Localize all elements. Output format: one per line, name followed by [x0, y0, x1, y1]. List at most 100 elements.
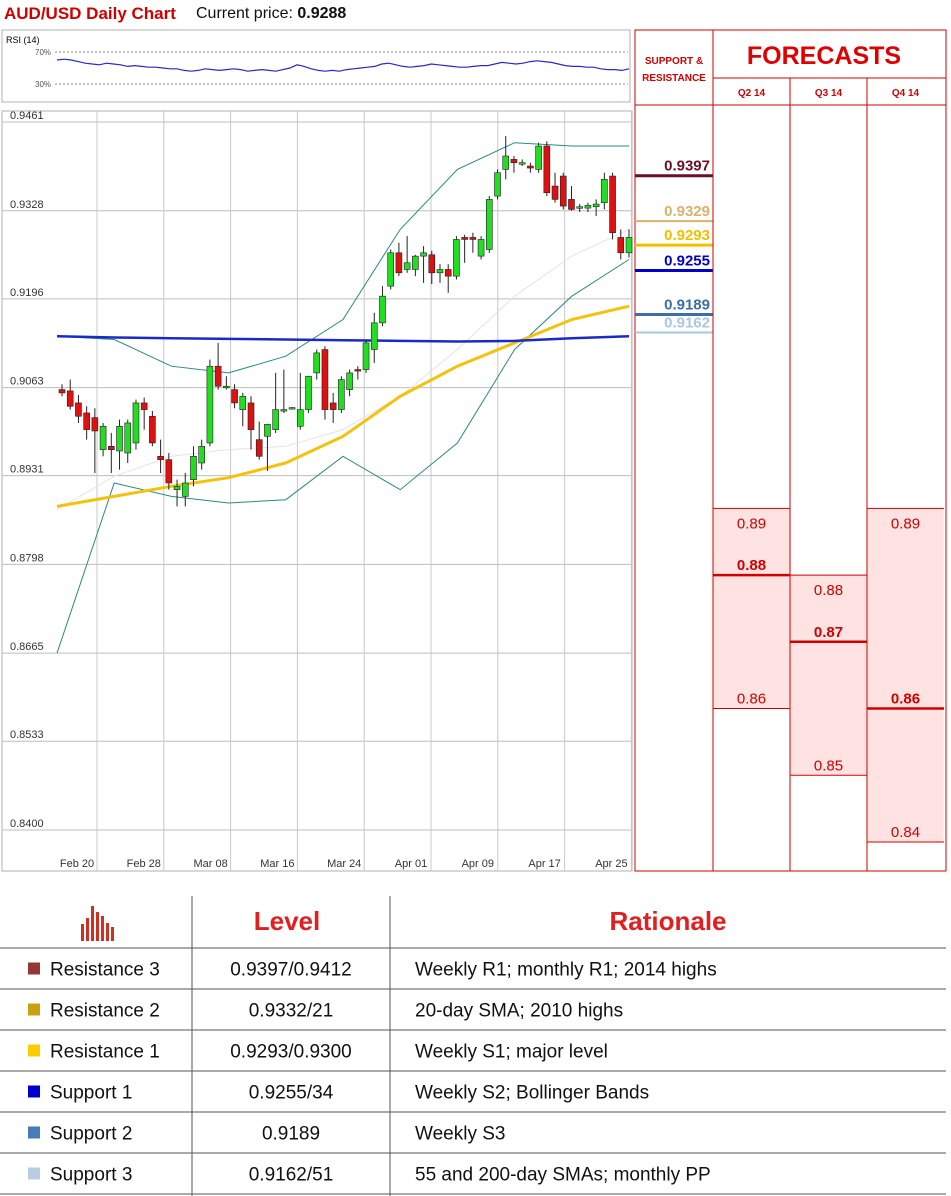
level-rationale: 20-day SMA; 2010 highs	[415, 1001, 623, 1022]
sma-gray-line	[56, 228, 630, 511]
bar-icon-2	[86, 918, 89, 941]
level-value: 0.9293/0.9300	[230, 1042, 352, 1063]
forecast-high-value: 0.88	[814, 582, 843, 599]
candle-body	[149, 415, 156, 444]
level-name: Resistance 3	[50, 960, 160, 981]
forecast-range-band	[790, 575, 867, 776]
table-header-icon	[81, 906, 114, 941]
sr-level-value: 0.9397	[664, 158, 710, 175]
forecast-mid-value: 0.88	[737, 557, 766, 574]
level-name: Resistance 2	[50, 1001, 160, 1022]
candle-body	[609, 175, 616, 234]
y-tick-label: 0.9196	[10, 287, 44, 299]
y-tick-label: 0.8798	[10, 552, 44, 564]
y-axis-labels: 0.9461 0.9328 0.9196 0.9063 0.8931 0.8798 0.86…	[10, 110, 44, 830]
candle-body	[420, 252, 427, 257]
level-rationale: Weekly S3	[415, 1124, 505, 1145]
candle-body	[379, 295, 386, 324]
x-tick-label: Feb 28	[127, 858, 161, 870]
candle-body	[453, 239, 460, 277]
forecast-range-band	[713, 508, 790, 709]
candle-body	[99, 425, 107, 450]
candle-body	[206, 365, 214, 444]
candle-body	[140, 402, 148, 410]
x-tick-label: Mar 08	[193, 858, 227, 870]
rsi-panel: RSI (14) 70% 30%	[1, 29, 631, 103]
chart-title: AUD/USD Daily Chart	[4, 4, 176, 23]
current-price-label: Current price:	[196, 5, 293, 22]
sr-level-value: 0.9293	[664, 227, 710, 244]
sr-frame	[634, 29, 714, 872]
sr-level-value: 0.9162	[664, 315, 710, 332]
sr-title-line2: RESISTANCE	[642, 73, 706, 84]
candle-body	[280, 409, 288, 412]
rsi-label: RSI (14)	[6, 35, 40, 45]
candle-body	[198, 446, 205, 464]
level-name: Support 2	[50, 1124, 132, 1145]
candle-body	[494, 172, 501, 197]
candle-body	[66, 390, 74, 407]
x-tick-label: Mar 16	[260, 858, 294, 870]
y-tick-label: 0.8665	[10, 641, 44, 653]
rsi-frame	[1, 29, 631, 103]
sma-blue-line	[56, 334, 630, 343]
y-tick-label: 0.8533	[10, 729, 44, 741]
candle-body	[502, 155, 510, 170]
bar-icon-6	[106, 923, 109, 941]
candle-body	[297, 409, 304, 427]
candle-body	[321, 349, 329, 410]
candle-body	[116, 425, 123, 452]
vertical-grid	[96, 111, 632, 871]
sma-yellow-line	[56, 304, 630, 508]
sr-level-value: 0.9329	[664, 203, 710, 220]
horizontal-grid	[2, 121, 632, 831]
rsi-70-label: 70%	[35, 48, 51, 57]
candle-body	[625, 237, 633, 254]
forecast-range-band	[867, 508, 944, 842]
sr-title-line1: SUPPORT &	[645, 56, 703, 67]
current-price: Current price: 0.9288	[196, 5, 346, 23]
rsi-30-label: 30%	[35, 80, 51, 89]
candle-body	[412, 255, 419, 270]
candle-body	[255, 439, 263, 457]
x-tick-label: Apr 25	[595, 858, 627, 870]
bollinger-lower-line	[56, 259, 630, 654]
y-tick-label: 0.9063	[10, 376, 44, 388]
x-axis-labels: Feb 20 Feb 28 Mar 08 Mar 16 Mar 24 Apr 01 Apr …	[60, 858, 628, 870]
candle-body	[313, 352, 321, 374]
level-color-swatch	[28, 1085, 40, 1098]
candle-body	[543, 145, 551, 194]
forecast-low-value: 0.84	[891, 824, 920, 841]
candle-body	[108, 446, 115, 450]
x-tick-label: Mar 24	[327, 858, 361, 870]
candle-body	[568, 199, 575, 210]
x-tick-label: Apr 17	[528, 858, 560, 870]
y-tick-label: 0.9461	[10, 110, 44, 122]
candle-body	[518, 162, 526, 165]
bollinger-upper-line	[56, 142, 629, 374]
candle-body	[527, 165, 534, 169]
bar-icon-5	[101, 916, 104, 941]
current-price-value: 0.9288	[297, 5, 347, 22]
candle-body	[535, 145, 542, 170]
x-tick-label: Feb 20	[60, 858, 94, 870]
candle-body	[165, 459, 173, 484]
chart-header: AUD/USD Daily Chart Current price: 0.928…	[0, 0, 630, 28]
candle-body	[444, 269, 452, 277]
candle-body	[231, 389, 238, 404]
candle-body	[403, 262, 411, 270]
candle-body	[576, 206, 583, 209]
candle-body	[584, 205, 592, 209]
candle-body	[346, 372, 353, 390]
candle-body	[83, 412, 90, 430]
level-rationale: Weekly S1; major level	[415, 1042, 608, 1063]
x-tick-label: Apr 01	[395, 858, 427, 870]
candle-body	[272, 409, 279, 430]
candles	[58, 136, 633, 507]
candle-body	[239, 395, 247, 410]
bar-icon-3	[91, 906, 94, 941]
level-value: 0.9162/51	[249, 1165, 334, 1186]
forecast-columns: Q2 14 0.89 0.88 0.86 Q3 14 0.88 0.87 0.85 Q4 14 0…	[713, 88, 944, 843]
price-panel: 0.9461 0.9328 0.9196 0.9063 0.8931 0.8798 0.86…	[1, 110, 633, 872]
